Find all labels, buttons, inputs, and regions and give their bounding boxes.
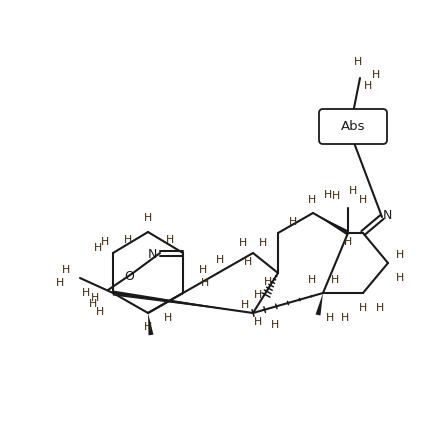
Text: H: H [359,195,367,205]
Text: H: H [254,290,262,300]
Text: H: H [144,213,152,223]
Text: H: H [331,275,339,285]
Text: H: H [241,300,249,310]
Text: H: H [372,70,380,80]
Text: H: H [94,243,102,253]
Text: H: H [264,277,272,287]
Text: H: H [96,307,104,317]
Text: N: N [147,249,157,262]
Text: N: N [382,208,392,222]
Text: O: O [124,270,134,282]
Polygon shape [315,293,323,316]
Polygon shape [313,213,349,235]
Text: H: H [324,190,332,200]
Text: H: H [56,278,64,288]
Text: H: H [332,191,340,201]
Text: H: H [359,303,367,313]
FancyBboxPatch shape [319,109,387,144]
Text: Abs: Abs [341,120,365,133]
Text: H: H [239,238,247,248]
Text: H: H [326,313,334,323]
Text: H: H [396,250,404,260]
Text: H: H [244,257,252,267]
Text: H: H [259,238,267,248]
Polygon shape [113,290,253,313]
Text: H: H [144,322,152,332]
Text: H: H [376,303,384,313]
Text: H: H [349,186,357,196]
Text: H: H [124,235,132,245]
Text: H: H [308,275,316,285]
Text: H: H [91,293,99,303]
Text: H: H [289,217,297,227]
Text: H: H [344,237,352,247]
Text: H: H [216,255,224,265]
Text: H: H [364,81,372,91]
Text: H: H [101,237,109,247]
Text: H: H [354,57,362,67]
Text: H: H [164,313,172,323]
Text: H: H [271,320,279,330]
Text: H: H [166,235,174,245]
Text: H: H [308,195,316,205]
Text: H: H [82,288,90,298]
Text: H: H [201,278,209,288]
Text: H: H [199,265,207,275]
Text: H: H [254,317,262,327]
Text: H: H [396,273,404,283]
Text: H: H [89,299,97,309]
Polygon shape [148,313,154,335]
Text: H: H [62,265,70,275]
Text: H: H [341,313,349,323]
